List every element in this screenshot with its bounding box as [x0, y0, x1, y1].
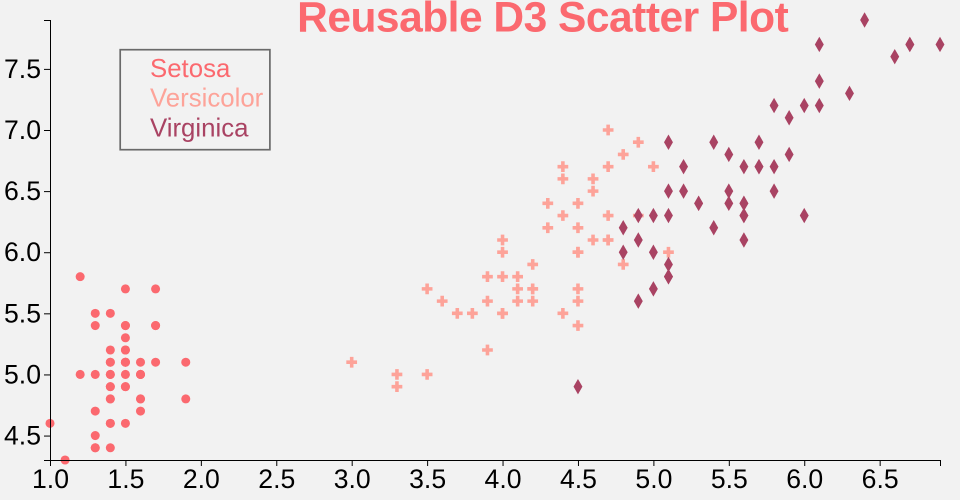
svg-text:3.0: 3.0 — [334, 464, 371, 494]
svg-text:1.5: 1.5 — [107, 464, 144, 494]
svg-text:3.5: 3.5 — [409, 464, 446, 494]
svg-text:4.5: 4.5 — [560, 464, 597, 494]
svg-text:5.5: 5.5 — [4, 298, 41, 328]
svg-text:6.0: 6.0 — [4, 237, 41, 267]
svg-text:2.5: 2.5 — [258, 464, 295, 494]
svg-text:Reusable D3 Scatter Plot: Reusable D3 Scatter Plot — [297, 0, 788, 42]
svg-text:5.0: 5.0 — [635, 464, 672, 494]
svg-text:6.5: 6.5 — [4, 176, 41, 206]
svg-text:5.0: 5.0 — [4, 359, 41, 389]
svg-text:6.5: 6.5 — [862, 464, 899, 494]
svg-text:2.0: 2.0 — [183, 464, 220, 494]
svg-text:7.5: 7.5 — [4, 54, 41, 84]
svg-text:Versicolor: Versicolor — [150, 85, 264, 113]
svg-text:7.0: 7.0 — [4, 115, 41, 145]
svg-text:1.0: 1.0 — [32, 464, 69, 494]
svg-text:4.0: 4.0 — [485, 464, 522, 494]
svg-text:4.5: 4.5 — [4, 421, 41, 451]
svg-text:6.0: 6.0 — [786, 464, 823, 494]
svg-text:5.5: 5.5 — [711, 464, 748, 494]
svg-text:Virginica: Virginica — [150, 114, 249, 142]
svg-text:Setosa: Setosa — [150, 55, 231, 83]
